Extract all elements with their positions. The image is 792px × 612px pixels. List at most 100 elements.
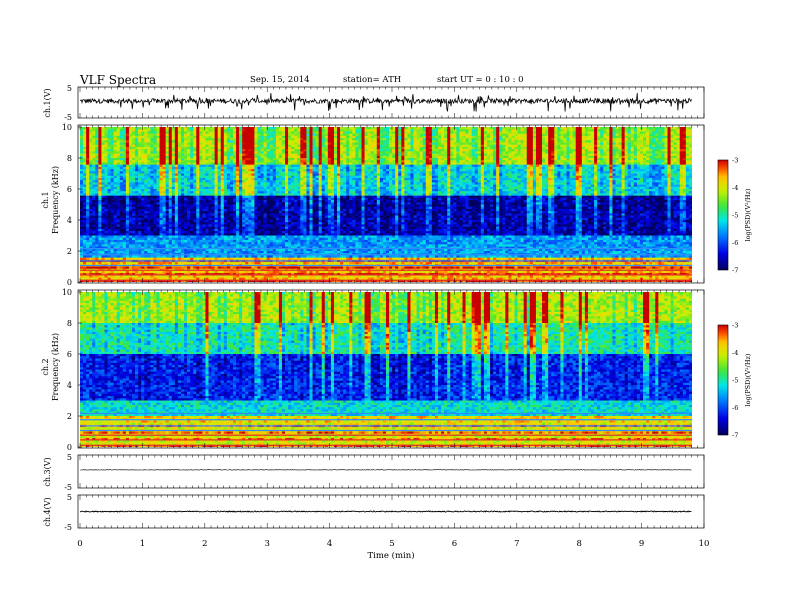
spectrogram-cell: [202, 235, 206, 239]
spectrogram-cell: [80, 177, 84, 181]
spectrogram-cell: [168, 171, 173, 174]
spectrogram-cell: [156, 197, 160, 201]
spectrogram-cell: [138, 224, 142, 227]
spectrogram-cell: [242, 270, 246, 274]
spectrogram-cell: [159, 195, 163, 199]
spectrogram-cell: [239, 277, 243, 281]
spectrogram-cell: [236, 131, 240, 134]
spectrogram-cell: [254, 186, 258, 190]
spectrogram-cell: [260, 266, 264, 270]
spectrogram-cell: [220, 142, 225, 146]
spectrogram-cell: [153, 277, 157, 281]
spectrogram-cell: [263, 155, 267, 159]
spectrogram-cell: [171, 160, 176, 163]
spectrogram-cell: [272, 217, 277, 221]
spectrogram-cell: [119, 242, 124, 245]
spectrogram-cell: [95, 180, 99, 183]
spectrogram-cell: [101, 186, 105, 190]
spectrogram-cell: [239, 177, 243, 181]
spectrogram-cell: [168, 242, 173, 245]
spectrogram-cell: [263, 169, 267, 172]
spectrogram-cell: [285, 246, 289, 250]
spectrogram-cell: [165, 262, 170, 265]
spectrogram-cell: [153, 215, 157, 219]
spectrogram-cell: [171, 127, 176, 130]
spectrogram-cell: [229, 242, 234, 245]
spectrogram-cell: [138, 162, 142, 165]
spectrogram-cell: [138, 138, 142, 141]
spectrogram-cell: [281, 138, 286, 141]
spectrogram-cell: [196, 215, 200, 219]
spectrogram-cell: [122, 144, 127, 148]
spectrogram-cell: [95, 177, 99, 181]
spectrogram-cell: [174, 215, 179, 219]
spectrogram-cell: [119, 270, 124, 274]
spectrogram-cell: [211, 129, 215, 132]
spectrogram-cell: [214, 162, 218, 165]
spectrogram-cell: [135, 197, 139, 201]
spectrogram-cell: [254, 180, 258, 183]
spectrogram-cell: [125, 208, 130, 212]
spectrogram-cell: [196, 146, 200, 150]
spectrogram-cell: [101, 160, 105, 163]
spectrogram-cell: [285, 189, 289, 192]
spectrogram-cell: [174, 277, 179, 281]
spectrogram-cell: [205, 266, 209, 270]
spectrogram-cell: [113, 193, 118, 196]
spectrogram-cell: [239, 162, 243, 165]
spectrogram-cell: [89, 213, 93, 216]
spectrogram-cell: [272, 144, 277, 148]
spectrogram-cell: [214, 177, 218, 181]
spectrogram-cell: [245, 233, 249, 236]
spectrogram-cell: [138, 257, 142, 261]
spectrogram-cell: [153, 270, 157, 274]
spectrogram-cell: [122, 133, 127, 137]
spectrogram-cell: [202, 233, 206, 236]
spectrogram-cell: [104, 127, 108, 130]
spectrogram-cell: [135, 193, 139, 196]
spectrogram-cell: [260, 262, 264, 265]
spectrogram-cell: [80, 231, 84, 234]
spectrogram-cell: [180, 239, 185, 243]
spectrogram-cell: [254, 217, 258, 221]
spectrogram-cell: [135, 266, 139, 270]
spectrogram-cell: [80, 153, 84, 157]
spectrogram-cell: [83, 239, 87, 243]
spectrogram-cell: [202, 246, 206, 250]
spectrogram-cell: [211, 160, 215, 163]
spectrogram-cell: [278, 257, 283, 261]
spectrogram-cell: [180, 142, 185, 146]
spectrogram-cell: [205, 175, 209, 179]
spectrogram-cell: [147, 158, 151, 161]
spectrogram-cell: [150, 186, 154, 190]
spectrogram-cell: [193, 231, 197, 234]
spectrogram-cell: [257, 142, 261, 146]
spectrogram-cell: [107, 257, 111, 261]
spectrogram-cell: [132, 277, 136, 281]
spectrogram-cell: [285, 217, 289, 221]
spectrogram-cell: [190, 255, 194, 258]
spectrogram-cell: [260, 144, 264, 148]
spectrogram-cell: [80, 248, 84, 252]
spectrogram-cell: [263, 177, 267, 181]
spectrogram-cell: [174, 242, 179, 245]
spectrogram-cell: [153, 133, 157, 137]
spectrogram-cell: [165, 160, 170, 163]
spectrogram-cell: [165, 149, 170, 152]
spectrogram-cell: [269, 255, 274, 258]
spectrogram-cell: [107, 129, 111, 132]
spectrogram-cell: [147, 228, 151, 232]
spectrogram-cell: [288, 138, 292, 141]
spectrogram-cell: [229, 166, 234, 170]
spectrogram-cell: [150, 158, 154, 161]
spectrogram-cell: [223, 228, 228, 232]
spectrogram-cell: [107, 140, 111, 143]
spectrogram-cell: [177, 262, 182, 265]
spectrogram-cell: [223, 217, 228, 221]
spectrogram-cell: [226, 242, 231, 245]
spectrogram-cell: [257, 277, 261, 281]
spectrogram-cell: [233, 255, 237, 258]
spectrogram-cell: [174, 162, 179, 165]
spectrogram-cell: [107, 195, 111, 199]
spectrogram-cell: [266, 206, 271, 210]
